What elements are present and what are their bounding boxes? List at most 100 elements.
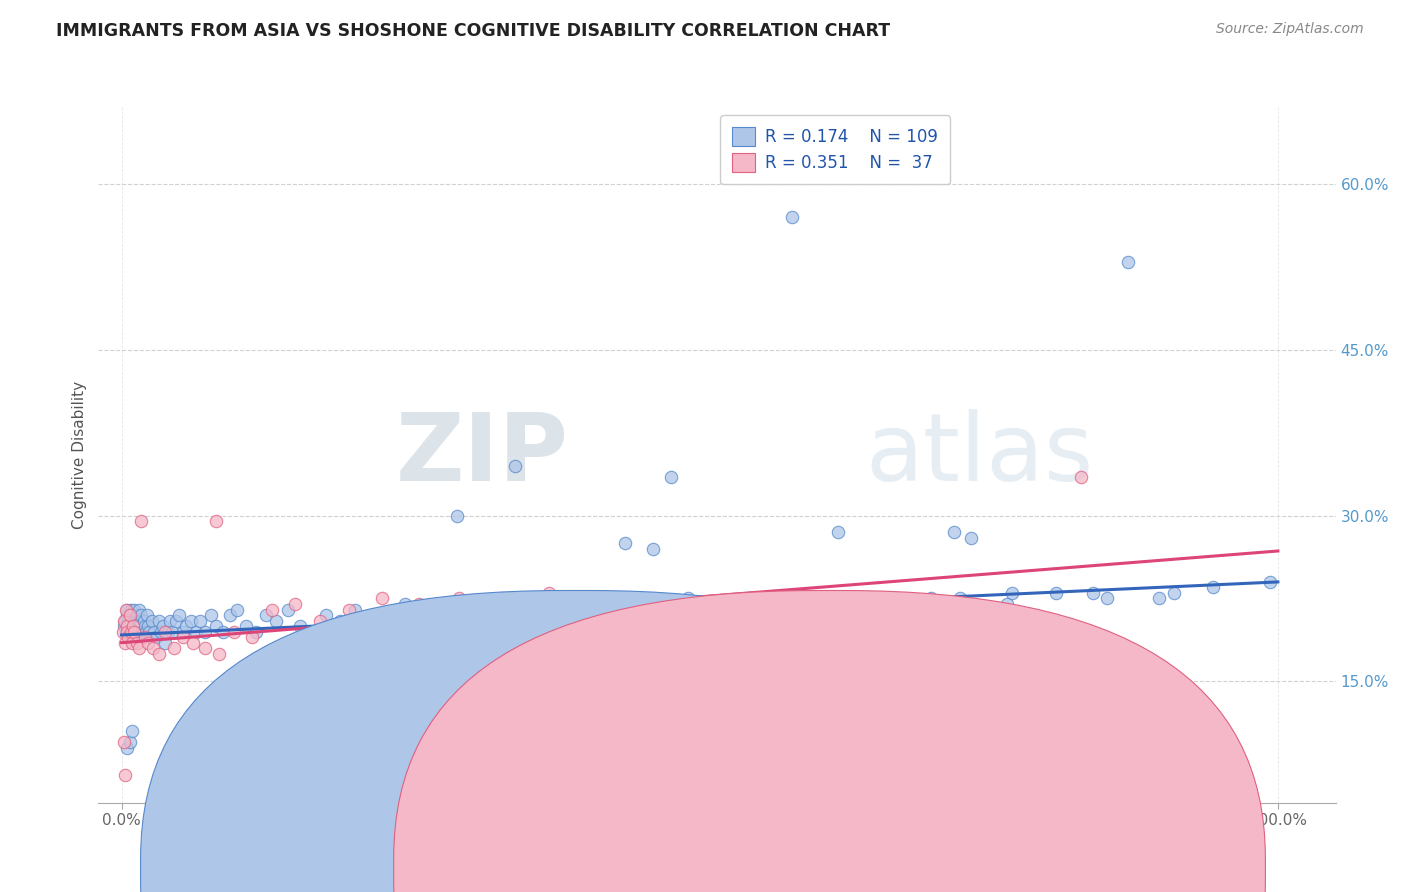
Text: Immigrants from Asia: Immigrants from Asia (598, 863, 762, 877)
Point (122, 608, 145, 623)
Point (118, 735, 141, 749)
Point (1116, 254, 1139, 268)
Point (176, 619, 198, 633)
Point (446, 508, 468, 523)
Point (671, 602, 693, 616)
Point (128, 624, 150, 639)
Point (138, 624, 160, 639)
Point (142, 624, 165, 639)
Point (235, 619, 257, 633)
Point (226, 602, 249, 616)
Point (122, 619, 145, 633)
Point (172, 624, 194, 639)
Point (260, 602, 283, 616)
Point (117, 630, 139, 644)
Point (117, 624, 139, 639)
Point (827, 735, 849, 749)
Point (114, 768, 136, 782)
Y-axis label: Cognitive Disability: Cognitive Disability (72, 381, 87, 529)
Point (117, 602, 139, 616)
Point (780, 211, 803, 225)
Point (839, 591, 862, 606)
Point (758, 591, 780, 606)
Point (152, 619, 174, 633)
Point (180, 614, 202, 628)
Point (454, 602, 477, 616)
Point (169, 608, 191, 623)
Point (859, 597, 882, 611)
Point (129, 514, 152, 528)
Point (1258, 574, 1281, 589)
Point (114, 635, 136, 649)
Point (1202, 581, 1225, 595)
Text: ZIP: ZIP (395, 409, 568, 501)
Point (1147, 591, 1170, 606)
Point (606, 602, 628, 616)
Point (960, 531, 983, 545)
Point (155, 635, 177, 649)
Text: Shoshone: Shoshone (851, 863, 925, 877)
Point (124, 619, 146, 633)
Point (1081, 586, 1104, 600)
Point (172, 630, 194, 644)
Point (120, 624, 142, 639)
Point (245, 624, 267, 639)
Point (475, 608, 498, 623)
Point (779, 602, 801, 616)
Point (200, 608, 222, 623)
Point (449, 591, 471, 606)
Point (136, 635, 159, 649)
Point (550, 608, 572, 623)
Point (212, 624, 235, 639)
Point (240, 630, 263, 644)
Point (184, 624, 207, 639)
Point (492, 591, 515, 606)
Point (408, 597, 430, 611)
Point (117, 619, 139, 633)
Point (208, 647, 231, 661)
Point (433, 614, 456, 628)
Text: IMMIGRANTS FROM ASIA VS SHOSHONE COGNITIVE DISABILITY CORRELATION CHART: IMMIGRANTS FROM ASIA VS SHOSHONE COGNITI… (56, 22, 890, 40)
Point (122, 602, 145, 616)
Point (515, 602, 537, 616)
Point (112, 614, 135, 628)
Point (741, 602, 763, 616)
Point (949, 591, 972, 606)
Point (145, 630, 167, 644)
Point (115, 624, 138, 639)
Point (284, 597, 307, 611)
Legend: R = 0.174    N = 109, R = 0.351    N =  37: R = 0.174 N = 109, R = 0.351 N = 37 (720, 115, 950, 184)
Point (315, 608, 337, 623)
Point (162, 641, 184, 656)
Point (120, 602, 142, 616)
Point (128, 602, 150, 616)
Point (118, 619, 141, 633)
Point (904, 597, 927, 611)
Point (188, 614, 211, 628)
Point (943, 525, 966, 540)
Text: Source: ZipAtlas.com: Source: ZipAtlas.com (1216, 22, 1364, 37)
Point (121, 635, 143, 649)
Point (1045, 586, 1067, 600)
Point (134, 619, 156, 633)
Point (112, 619, 135, 633)
Text: atlas: atlas (866, 409, 1094, 501)
Point (1163, 586, 1185, 600)
Point (125, 608, 148, 623)
Point (120, 624, 142, 639)
Point (578, 597, 600, 611)
Point (277, 602, 299, 616)
Point (129, 614, 152, 628)
Point (266, 614, 288, 628)
Point (135, 624, 157, 639)
Point (219, 608, 242, 623)
Point (127, 614, 149, 628)
Point (413, 602, 436, 616)
Point (254, 608, 277, 623)
Point (818, 608, 841, 623)
Point (121, 724, 143, 739)
Point (117, 624, 139, 639)
Point (122, 624, 145, 639)
Point (337, 602, 360, 616)
Point (114, 614, 136, 628)
